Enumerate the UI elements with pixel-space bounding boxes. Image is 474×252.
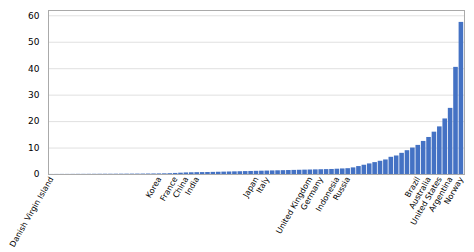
svg-text:Italy: Italy <box>255 175 272 195</box>
svg-text:Norway: Norway <box>442 175 465 206</box>
svg-text:Russia: Russia <box>331 175 352 202</box>
svg-text:10: 10 <box>28 143 40 153</box>
svg-text:Korea: Korea <box>144 175 164 200</box>
svg-text:40: 40 <box>28 64 40 74</box>
svg-text:Danish Virgin Island: Danish Virgin Island <box>8 175 56 248</box>
svg-text:20: 20 <box>28 116 40 126</box>
svg-text:Japan: Japan <box>241 175 261 200</box>
svg-text:United States: United States <box>408 175 444 227</box>
svg-text:Germany: Germany <box>299 175 326 212</box>
svg-text:0: 0 <box>34 169 40 179</box>
svg-text:60: 60 <box>28 11 40 21</box>
svg-text:50: 50 <box>28 37 40 47</box>
svg-text:France: France <box>158 175 180 203</box>
svg-text:Argentina: Argentina <box>427 175 455 214</box>
svg-text:Indonesia: Indonesia <box>314 175 342 214</box>
svg-text:Australia: Australia <box>407 175 433 211</box>
svg-text:India: India <box>184 175 202 197</box>
svg-text:Brazil: Brazil <box>403 175 423 200</box>
svg-text:30: 30 <box>28 90 40 100</box>
svg-text:China: China <box>171 175 191 200</box>
svg-text:United Kingdom: United Kingdom <box>274 175 315 236</box>
